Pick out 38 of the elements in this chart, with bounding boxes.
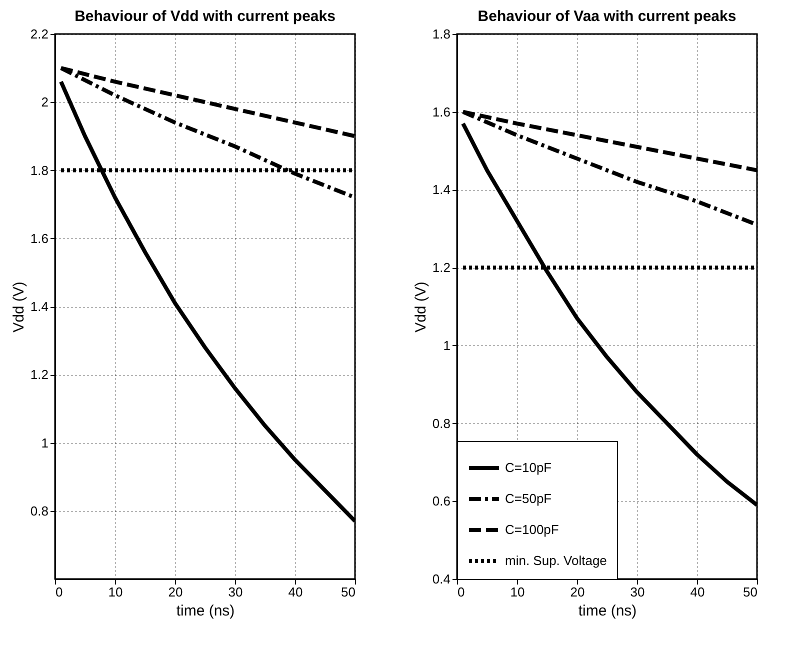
legend-label: C=100pF <box>505 522 559 537</box>
y-tick-label: 1.2 <box>30 367 48 382</box>
y-tick-label: 1.8 <box>432 26 450 42</box>
x-tick-label: 0 <box>458 584 465 600</box>
x-tick-label: 20 <box>168 584 183 600</box>
y-tick-label: 1 <box>41 435 48 450</box>
x-tick-label: 20 <box>570 584 585 600</box>
y-tick-label: 1.4 <box>30 299 48 314</box>
y-tick-label: 1 <box>443 338 450 353</box>
legend-label: C=50pF <box>505 491 552 506</box>
y-axis-title: Vdd (V) <box>10 282 28 332</box>
x-tick-label: 40 <box>690 584 705 600</box>
y-tick-label: 1.6 <box>30 230 48 246</box>
chart-title: Behaviour of Vdd with current peaks <box>74 8 336 25</box>
y-tick-label: 2 <box>41 94 48 110</box>
y-tick-label: 1.2 <box>432 260 450 276</box>
x-tick-label: 50 <box>341 584 356 600</box>
y-tick-label: 1.4 <box>432 182 450 198</box>
y-tick-label: 0.8 <box>432 416 450 431</box>
x-axis-title: time (ns) <box>578 602 637 620</box>
y-tick-label: 1.8 <box>30 162 48 178</box>
x-tick-label: 30 <box>228 584 243 600</box>
x-tick-label: 0 <box>56 584 63 600</box>
y-tick-label: 2.2 <box>30 26 48 42</box>
chart-title: Behaviour of Vaa with current peaks <box>478 8 736 25</box>
y-tick-label: 1.6 <box>432 104 450 120</box>
legend-label: C=10pF <box>505 460 552 475</box>
x-tick-label: 10 <box>108 584 123 600</box>
legend-label: min. Sup. Voltage <box>505 553 607 568</box>
x-tick-label: 10 <box>510 584 525 600</box>
y-tick-label: 0.6 <box>432 494 450 509</box>
y-tick-label: 0.4 <box>432 572 450 586</box>
y-axis-title: Vdd (V) <box>412 282 430 332</box>
y-tick-label: 0.8 <box>30 503 48 518</box>
x-axis-title: time (ns) <box>176 602 235 620</box>
x-tick-label: 50 <box>743 584 758 600</box>
x-tick-label: 40 <box>288 584 303 600</box>
x-tick-label: 30 <box>630 584 645 600</box>
